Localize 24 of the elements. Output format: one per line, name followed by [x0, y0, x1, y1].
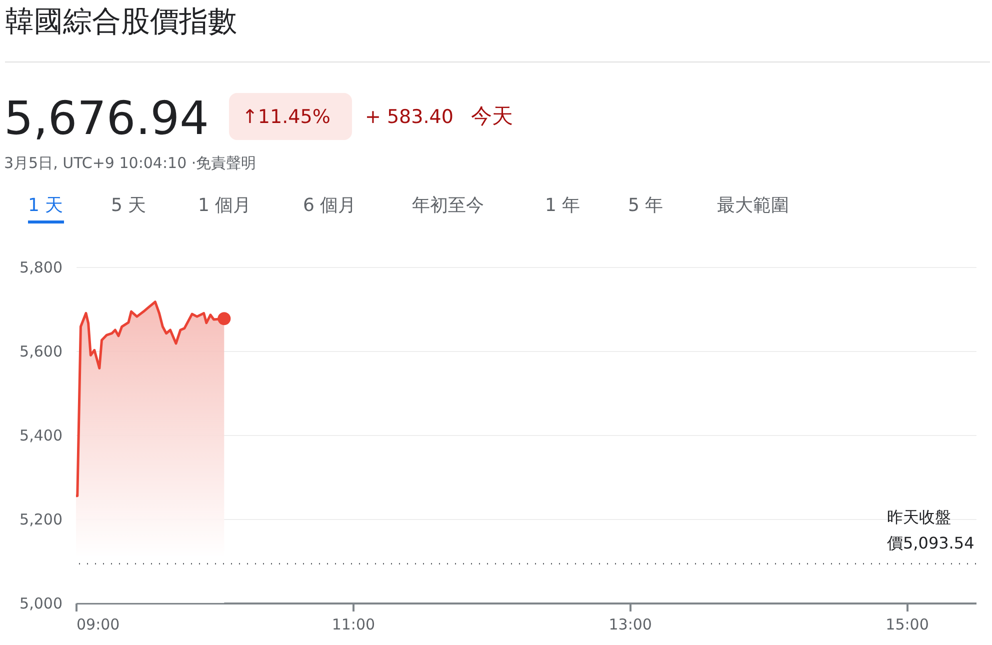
- text: 1 個月: [198, 195, 252, 216]
- x-tick-label: 09:00: [76, 616, 120, 634]
- chart-title: 韓國綜合股價指數: [5, 4, 237, 38]
- text: 5 年: [628, 195, 664, 216]
- text: 6 個月: [303, 195, 356, 216]
- text: 1 天: [28, 195, 64, 216]
- y-tick-label: 5,800: [20, 258, 62, 276]
- text: 1 年: [545, 195, 580, 216]
- text: ↑11.45%: [242, 106, 330, 128]
- x-tick-label: 13:00: [608, 616, 652, 634]
- text: 今天: [471, 104, 513, 128]
- y-tick-label: 5,400: [20, 426, 62, 444]
- x-tick-label: 11:00: [332, 616, 376, 634]
- text: 年初至今: [412, 195, 484, 216]
- ref-line-label: 昨天收盤價5,093.54: [887, 508, 974, 553]
- y-tick-label: 5,000: [20, 594, 62, 612]
- text: + 583.40: [365, 106, 454, 128]
- y-tick-label: 5,600: [20, 342, 62, 360]
- text: 5,676.94: [4, 91, 209, 145]
- text: 5 天: [111, 195, 146, 216]
- text: 3月5日, UTC+9 10:04:10 ·免責聲明: [4, 154, 256, 172]
- x-tick-label: 15:00: [886, 616, 929, 634]
- y-tick-label: 5,200: [20, 510, 62, 528]
- text: 最大範圍: [717, 195, 789, 216]
